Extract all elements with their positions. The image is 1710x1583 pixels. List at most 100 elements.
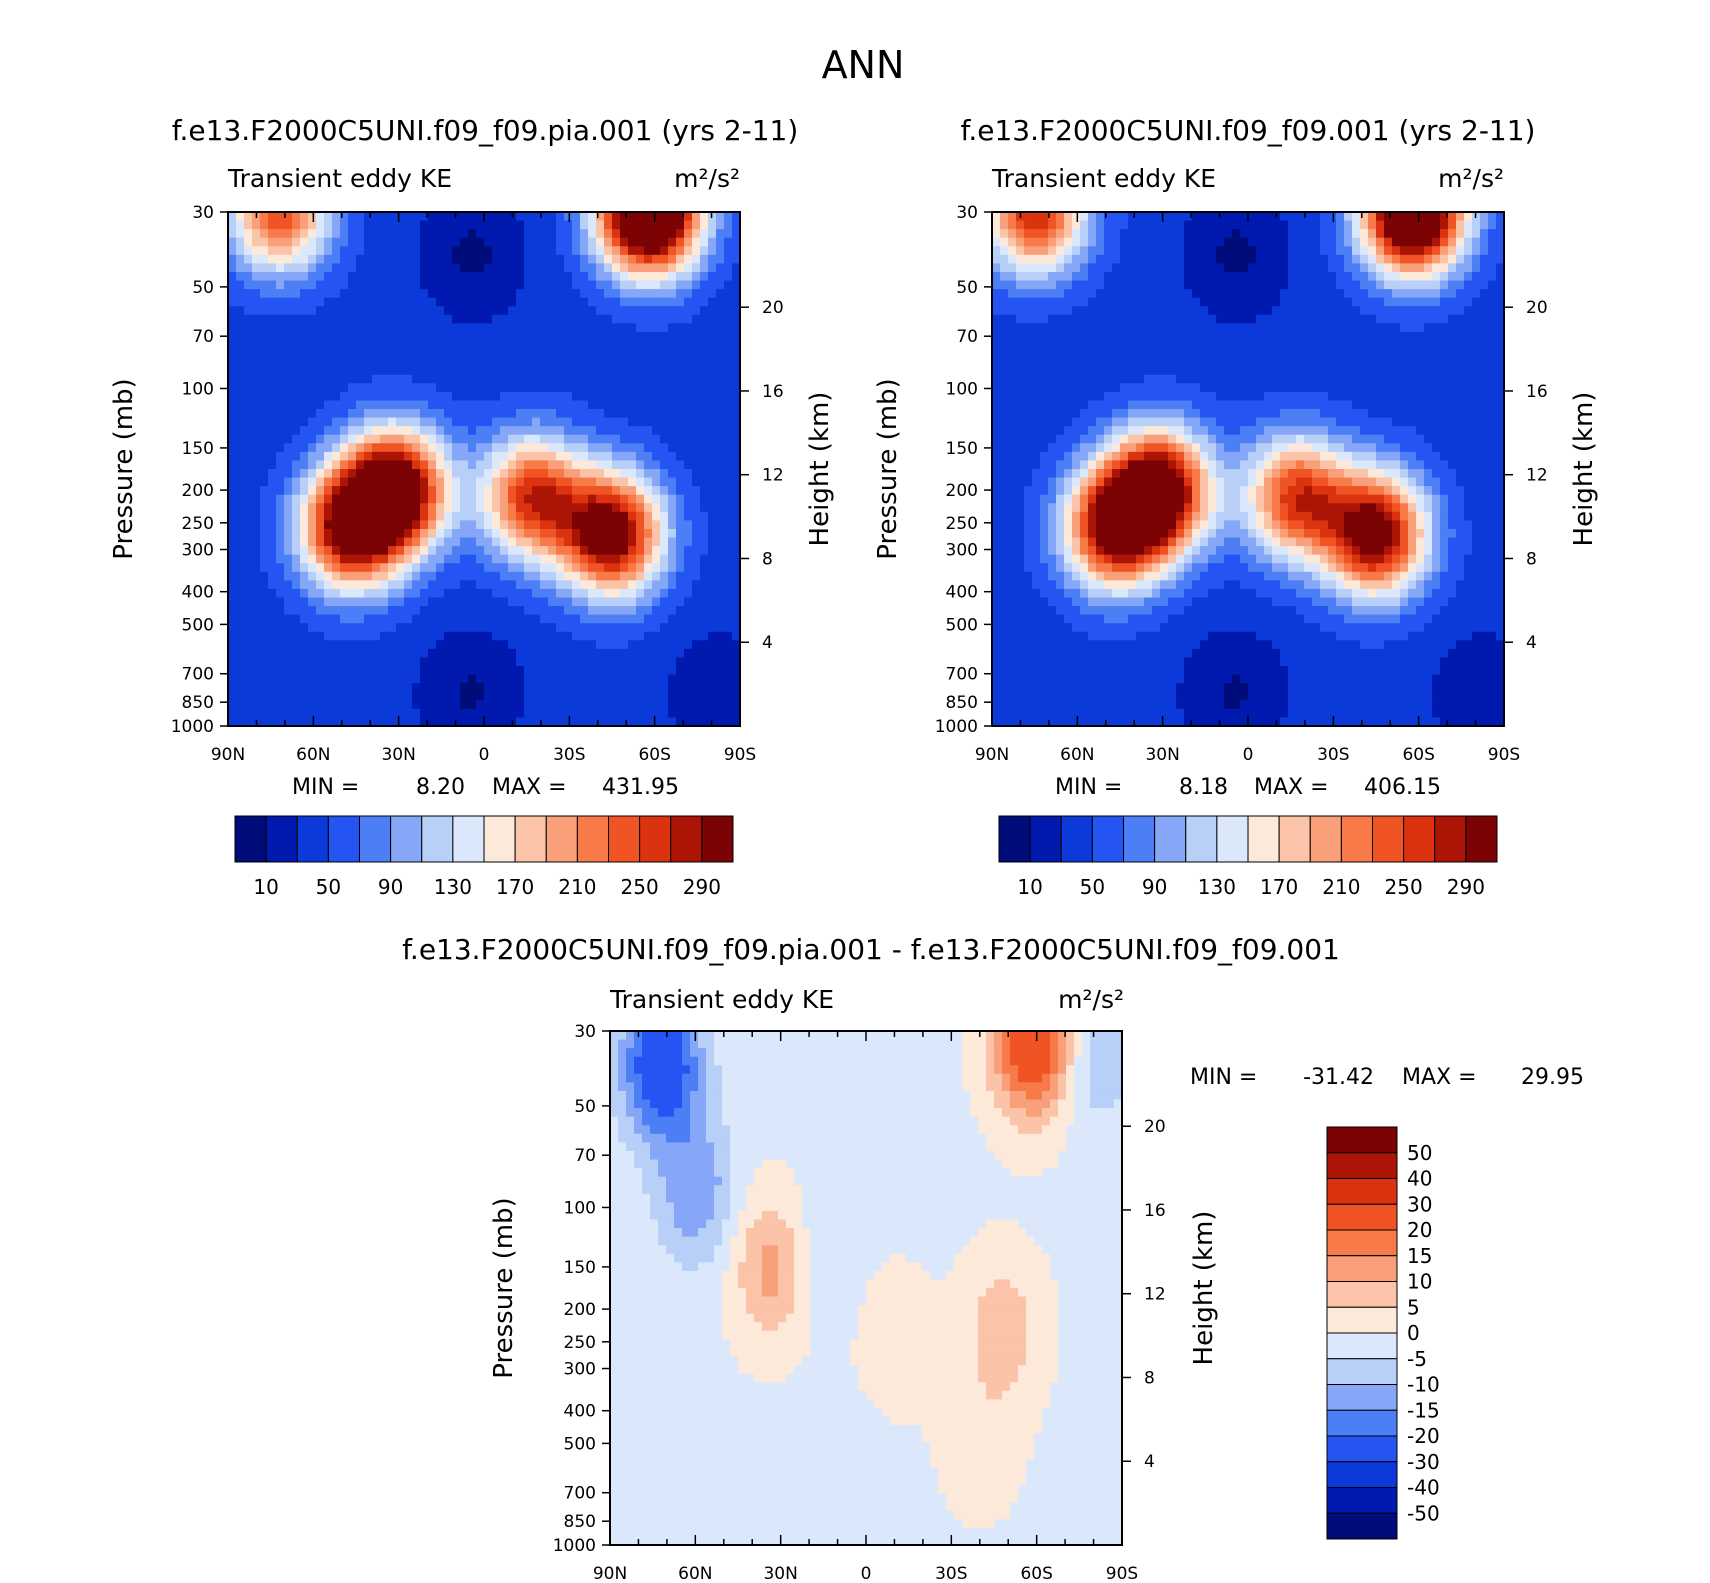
contour-cell bbox=[372, 409, 381, 418]
contour-cell bbox=[668, 426, 677, 435]
contour-cell bbox=[460, 212, 469, 221]
contour-cell bbox=[388, 615, 397, 624]
contour-cell bbox=[1224, 263, 1233, 272]
contour-cell bbox=[484, 315, 493, 324]
contour-cell bbox=[324, 563, 333, 572]
contour-cell bbox=[1312, 289, 1321, 298]
contour-cell bbox=[556, 366, 565, 375]
contour-cell bbox=[676, 469, 685, 478]
contour-cell bbox=[1120, 306, 1129, 315]
contour-cell bbox=[316, 255, 325, 264]
contour-cell bbox=[484, 400, 493, 409]
contour-cell bbox=[316, 657, 325, 666]
contour-cell bbox=[564, 418, 573, 427]
contour-cell bbox=[468, 460, 477, 469]
contour-cell bbox=[404, 486, 413, 495]
contour-cell bbox=[1464, 341, 1473, 350]
contour-cell bbox=[540, 529, 549, 538]
contour-cell bbox=[412, 289, 421, 298]
contour-cell bbox=[284, 246, 293, 255]
contour-cell bbox=[300, 555, 309, 564]
contour-cell bbox=[1112, 281, 1121, 290]
contour-cell bbox=[1200, 281, 1209, 290]
contour-cell bbox=[724, 392, 733, 401]
contour-cell bbox=[452, 358, 461, 367]
contour-cell bbox=[708, 221, 717, 230]
contour-cell bbox=[1024, 315, 1033, 324]
contour-cell bbox=[524, 503, 533, 512]
contour-cell bbox=[252, 469, 261, 478]
contour-cell bbox=[708, 495, 717, 504]
contour-cell bbox=[676, 709, 685, 718]
contour-cell bbox=[1096, 272, 1105, 281]
contour-cell bbox=[348, 640, 357, 649]
contour-cell bbox=[460, 452, 469, 461]
contour-cell bbox=[364, 460, 373, 469]
contour-cell bbox=[324, 383, 333, 392]
contour-cell bbox=[1160, 255, 1169, 264]
contour-cell bbox=[532, 589, 541, 598]
contour-cell bbox=[356, 452, 365, 461]
contour-cell bbox=[500, 409, 509, 418]
contour-cell bbox=[516, 349, 525, 358]
contour-cell bbox=[548, 229, 557, 238]
contour-cell bbox=[1272, 341, 1281, 350]
contour-cell bbox=[580, 221, 589, 230]
contour-cell bbox=[1032, 246, 1041, 255]
contour-cell bbox=[548, 418, 557, 427]
contour-cell bbox=[684, 503, 693, 512]
contour-cell bbox=[516, 358, 525, 367]
contour-cell bbox=[1200, 315, 1209, 324]
contour-cell bbox=[1328, 272, 1337, 281]
contour-cell bbox=[420, 349, 429, 358]
contour-cell bbox=[724, 486, 733, 495]
contour-cell bbox=[1336, 332, 1345, 341]
contour-cell bbox=[652, 212, 661, 221]
contour-cell bbox=[596, 298, 605, 307]
contour-cell bbox=[588, 263, 597, 272]
contour-cell bbox=[628, 623, 637, 632]
contour-cell bbox=[1224, 246, 1233, 255]
contour-cell bbox=[508, 675, 517, 684]
figure-title: ANN bbox=[822, 43, 905, 87]
contour-cell bbox=[436, 692, 445, 701]
contour-cell bbox=[252, 443, 261, 452]
contour-cell bbox=[268, 443, 277, 452]
contour-cell bbox=[516, 460, 525, 469]
contour-cell bbox=[484, 263, 493, 272]
contour-cell bbox=[1152, 306, 1161, 315]
contour-cell bbox=[516, 238, 525, 247]
contour-cell bbox=[260, 246, 269, 255]
contour-cell bbox=[452, 263, 461, 272]
contour-cell bbox=[452, 383, 461, 392]
contour-cell bbox=[724, 426, 733, 435]
contour-cell bbox=[268, 366, 277, 375]
contour-cell bbox=[492, 598, 501, 607]
contour-cell bbox=[692, 520, 701, 529]
contour-cell bbox=[260, 263, 269, 272]
contour-cell bbox=[644, 400, 653, 409]
contour-cell bbox=[292, 358, 301, 367]
contour-cell bbox=[604, 675, 613, 684]
contour-cell bbox=[252, 375, 261, 384]
contour-cell bbox=[660, 323, 669, 332]
contour-cell bbox=[508, 692, 517, 701]
contour-cell bbox=[436, 443, 445, 452]
contour-cell bbox=[620, 580, 629, 589]
contour-cell bbox=[660, 443, 669, 452]
contour-cell bbox=[620, 383, 629, 392]
contour-cell bbox=[396, 349, 405, 358]
contour-cell bbox=[572, 229, 581, 238]
contour-cell bbox=[340, 529, 349, 538]
contour-cell bbox=[1296, 323, 1305, 332]
contour-cell bbox=[1104, 306, 1113, 315]
contour-cell bbox=[396, 563, 405, 572]
contour-cell bbox=[532, 503, 541, 512]
contour-cell bbox=[668, 683, 677, 692]
contour-cell bbox=[548, 409, 557, 418]
contour-cell bbox=[644, 375, 653, 384]
contour-cell bbox=[524, 400, 533, 409]
contour-cell bbox=[1280, 306, 1289, 315]
contour-cell bbox=[276, 263, 285, 272]
contour-cell bbox=[652, 520, 661, 529]
